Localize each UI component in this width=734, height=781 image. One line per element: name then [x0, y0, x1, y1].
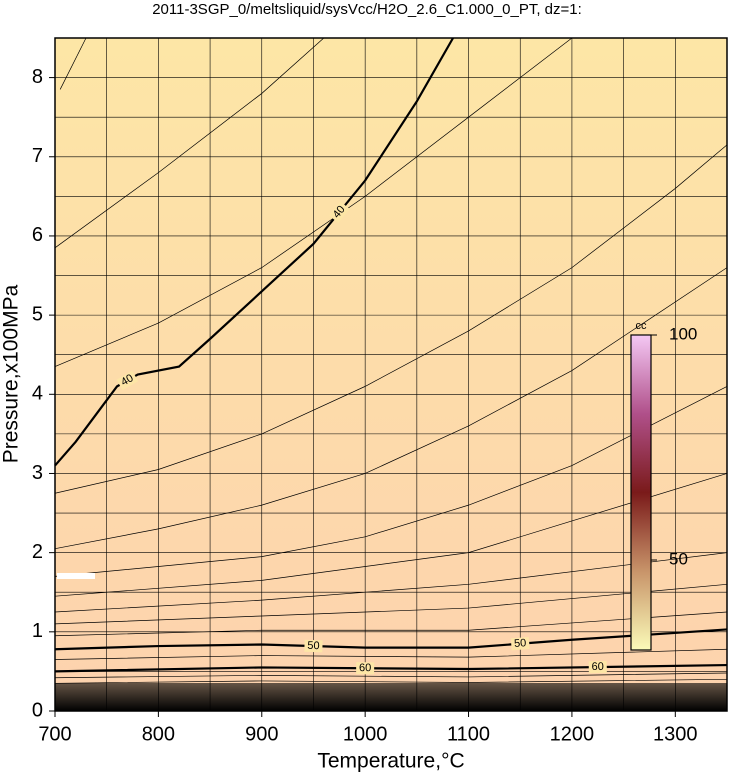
- thin-contour: [54, 611, 728, 637]
- colorbar: [630, 334, 652, 651]
- x-tick-label: 1300: [653, 723, 698, 745]
- y-tick-label: 5: [32, 303, 43, 325]
- plot-frame: [54, 37, 728, 712]
- thin-contour: [54, 386, 728, 577]
- contour-label: 50: [514, 637, 527, 650]
- y-tick-label: 8: [32, 66, 43, 88]
- thin-contour: [54, 37, 573, 367]
- thin-contour: [59, 37, 87, 90]
- contour-label-bg: [356, 662, 375, 675]
- y-tick-label: 0: [32, 699, 43, 721]
- contour-label-bg: [304, 639, 323, 653]
- contour-label: 40: [119, 372, 136, 389]
- chart-title: 2011-3SGP_0/meltsliquid/sysVcc/H2O_2.6_C…: [152, 1, 582, 18]
- y-tick-label: 3: [32, 462, 43, 484]
- y-tick-label: 7: [32, 145, 43, 167]
- contour-label-bg: [510, 637, 530, 651]
- contour-label: 60: [592, 661, 604, 673]
- labeled-contour: [54, 628, 728, 651]
- x-tick-label: 1000: [343, 723, 388, 745]
- thin-contour: [54, 678, 728, 684]
- white-marker: [57, 573, 95, 579]
- x-axis-label: Temperature,°C: [317, 750, 464, 773]
- thin-contour: [54, 37, 325, 249]
- contour-label: 40: [331, 204, 348, 221]
- thin-contour: [54, 552, 728, 613]
- x-tick-label: 900: [245, 723, 278, 745]
- contour-label: 50: [307, 640, 320, 652]
- x-tick-label: 800: [142, 723, 175, 745]
- thin-contour: [54, 583, 728, 625]
- thin-contour: [54, 672, 728, 679]
- y-tick-label: 2: [32, 541, 43, 563]
- y-tick-label: 6: [32, 224, 43, 246]
- contour-label-bg: [116, 370, 139, 391]
- labeled-contour: [54, 37, 454, 467]
- contour-label-bg: [588, 660, 607, 674]
- y-tick-label: 4: [32, 383, 43, 405]
- colorbar-tick-label: 100: [669, 324, 697, 343]
- thin-contour: [54, 648, 728, 660]
- y-tick-label: 1: [32, 620, 43, 642]
- thin-contour: [54, 144, 728, 494]
- contour-label: 60: [359, 662, 371, 674]
- x-tick-label: 1200: [550, 723, 595, 745]
- dense-contour-band: [55, 683, 727, 711]
- thin-contour: [54, 267, 728, 550]
- y-axis-label: Pressure,x100MPa: [0, 284, 23, 463]
- colorbar-label: cc: [636, 320, 648, 332]
- thin-contour: [54, 473, 728, 597]
- contour-label-bg: [328, 201, 350, 223]
- x-tick-label: 700: [38, 723, 71, 745]
- x-tick-label: 1100: [447, 723, 490, 745]
- colorbar-tick-label: 50: [669, 549, 688, 568]
- plot-background: [55, 38, 727, 711]
